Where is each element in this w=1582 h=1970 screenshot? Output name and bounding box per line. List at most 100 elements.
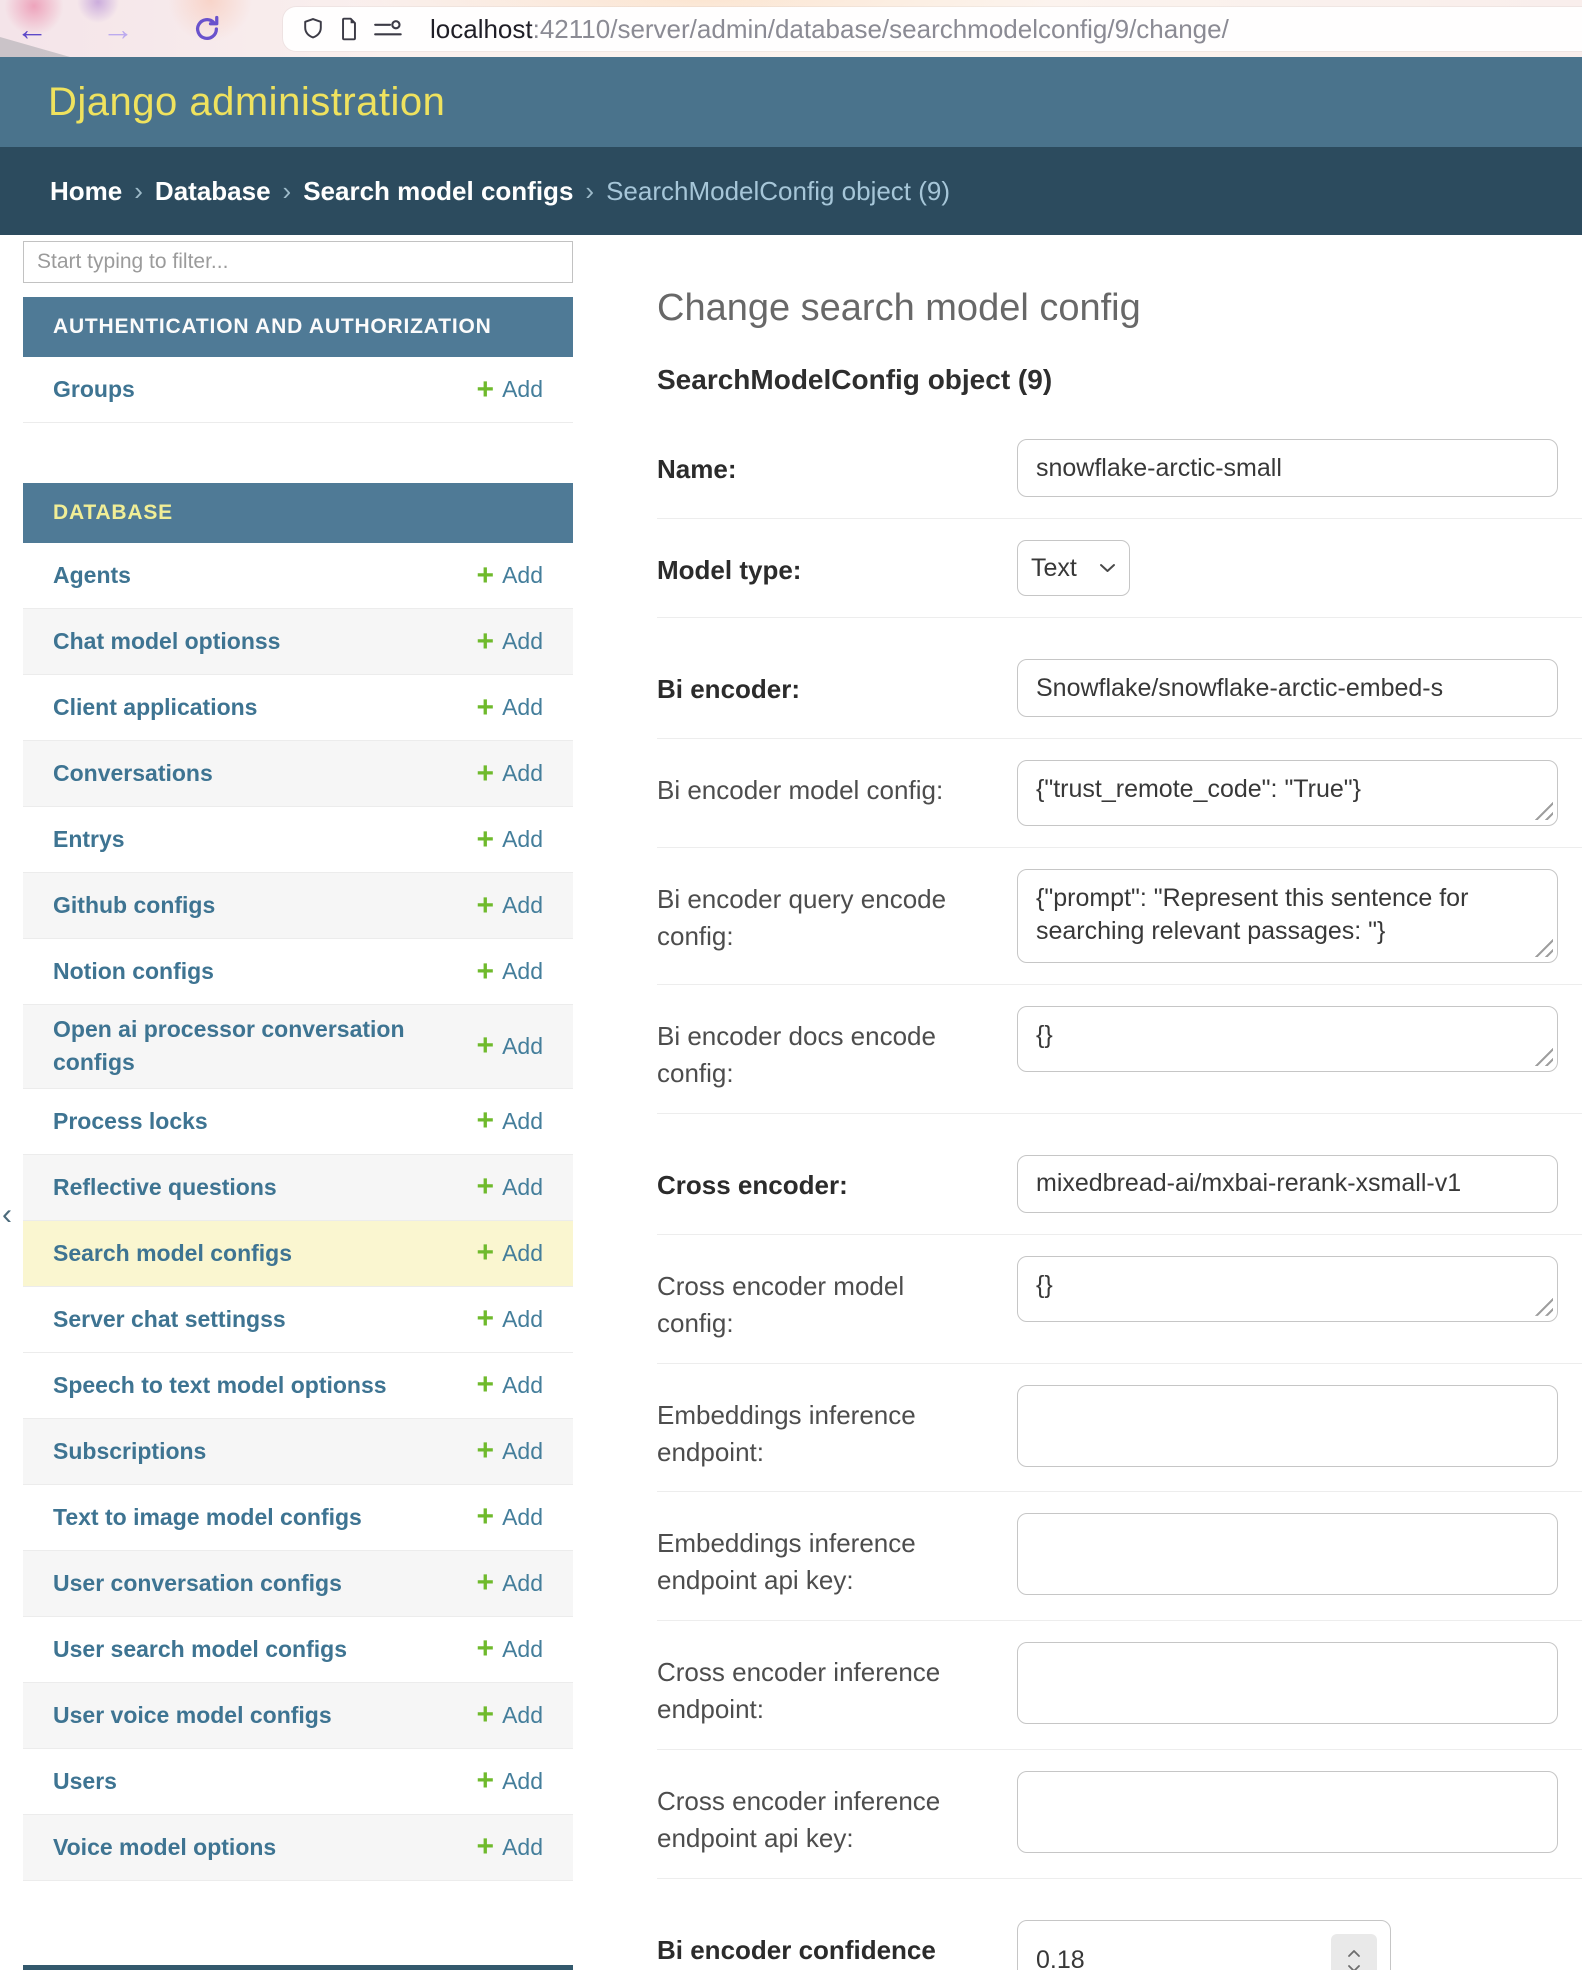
model-link[interactable]: User conversation configs <box>53 1569 342 1596</box>
textarea-input[interactable]: {"prompt": "Represent this sentence for … <box>1017 869 1558 963</box>
model-link[interactable]: Notion configs <box>53 957 214 984</box>
sidebar-item-process-locks[interactable]: Process locks + Add <box>23 1088 573 1155</box>
browser-back-button[interactable]: ← <box>16 10 48 47</box>
add-link[interactable]: + Add <box>477 1436 543 1466</box>
page-info-icon[interactable] <box>336 16 362 42</box>
sidebar-item-speech-to-text-model-optionss[interactable]: Speech to text model optionss + Add <box>23 1352 573 1419</box>
sidebar-item-notion-configs[interactable]: Notion configs + Add <box>23 939 573 1005</box>
select-dropdown[interactable]: Text <box>1017 540 1130 596</box>
text-input[interactable] <box>1017 1154 1558 1213</box>
model-link[interactable]: Agents <box>53 561 131 588</box>
add-link[interactable]: + Add <box>477 758 543 789</box>
add-link[interactable]: + Add <box>477 1634 543 1664</box>
add-link[interactable]: + Add <box>477 1502 543 1532</box>
sidebar-item-server-chat-settingss[interactable]: Server chat settingss + Add <box>23 1286 573 1353</box>
sidebar-toggle[interactable]: ‹ <box>2 1198 12 1231</box>
model-link[interactable]: Client applications <box>53 693 258 720</box>
breadcrumb-search-model-configs[interactable]: Search model configs <box>303 175 574 206</box>
breadcrumb-database[interactable]: Database <box>154 175 271 206</box>
model-link[interactable]: Process locks <box>53 1107 208 1134</box>
site-title[interactable]: Django administration <box>48 79 446 124</box>
model-link[interactable]: Server chat settingss <box>53 1305 286 1332</box>
add-link[interactable]: + Add <box>477 560 543 591</box>
sidebar-item-text-to-image-model-configs[interactable]: Text to image model configs + Add <box>23 1484 573 1551</box>
textarea-input[interactable]: {} <box>1017 1255 1558 1322</box>
sidebar-item-chat-model-optionss[interactable]: Chat model optionss + Add <box>23 609 573 675</box>
add-link[interactable]: + Add <box>477 1832 543 1862</box>
add-link[interactable]: + Add <box>477 374 543 405</box>
model-link[interactable]: Open ai processor conversation configs <box>53 1016 405 1076</box>
add-label: Add <box>502 1437 543 1464</box>
number-input[interactable]: 0.18 <box>1017 1919 1391 1970</box>
add-link[interactable]: + Add <box>477 890 543 921</box>
add-link[interactable]: + Add <box>477 692 543 723</box>
add-link[interactable]: + Add <box>477 1172 543 1202</box>
add-link[interactable]: + Add <box>477 1568 543 1598</box>
text-input[interactable] <box>1017 439 1558 497</box>
add-link[interactable]: + Add <box>477 1238 543 1268</box>
shield-icon[interactable] <box>300 16 326 42</box>
sidebar-item-user-voice-model-configs[interactable]: User voice model configs + Add <box>23 1682 573 1749</box>
model-link[interactable]: Conversations <box>53 759 213 786</box>
text-input[interactable] <box>1017 1384 1558 1467</box>
model-link[interactable]: Entrys <box>53 825 125 852</box>
add-link[interactable]: + Add <box>477 1304 543 1334</box>
add-link[interactable]: + Add <box>477 1700 543 1730</box>
model-link[interactable]: Users <box>53 1767 117 1794</box>
breadcrumb-home[interactable]: Home <box>50 175 123 206</box>
model-link[interactable]: Speech to text model optionss <box>53 1371 387 1398</box>
sidebar-item-search-model-configs[interactable]: Search model configs + Add <box>23 1220 573 1287</box>
model-link[interactable]: Search model configs <box>53 1239 293 1266</box>
field-row-bi-encoder-model-config: Bi encoder model config: {"trust_remote_… <box>657 739 1582 848</box>
sidebar-item-voice-model-options[interactable]: Voice model options + Add <box>23 1814 573 1881</box>
browser-reload-icon[interactable] <box>192 14 222 44</box>
model-link[interactable]: Chat model optionss <box>53 627 281 654</box>
add-label: Add <box>502 694 543 720</box>
field-widget <box>1017 1154 1582 1213</box>
model-link[interactable]: User voice model configs <box>53 1701 332 1728</box>
sidebar-item-user-conversation-configs[interactable]: User conversation configs + Add <box>23 1550 573 1617</box>
spinner-down-icon[interactable] <box>1347 1964 1361 1970</box>
add-link[interactable]: + Add <box>477 956 543 987</box>
add-link[interactable]: + Add <box>477 1031 543 1061</box>
sidebar-item-client-applications[interactable]: Client applications + Add <box>23 675 573 741</box>
sidebar-item-users[interactable]: Users + Add <box>23 1748 573 1815</box>
sidebar-item-entrys[interactable]: Entrys + Add <box>23 807 573 873</box>
sidebar-filter-input[interactable] <box>23 241 573 283</box>
model-link[interactable]: Subscriptions <box>53 1437 207 1464</box>
sidebar-item-reflective-questions[interactable]: Reflective questions + Add <box>23 1154 573 1221</box>
model-link[interactable]: Voice model options <box>53 1833 277 1860</box>
field-label: Bi encoder docs encode config: <box>657 1021 936 1088</box>
add-label: Add <box>502 1239 543 1266</box>
sidebar-item-groups[interactable]: Groups + Add <box>23 357 573 423</box>
textarea-input[interactable]: {} <box>1017 1006 1558 1072</box>
sidebar-item-open-ai-processor-conversation-configs[interactable]: Open ai processor conversation configs +… <box>23 1005 573 1089</box>
add-link[interactable]: + Add <box>477 1106 543 1136</box>
spinner-up-icon[interactable] <box>1347 1949 1361 1958</box>
model-link[interactable]: Github configs <box>53 891 216 918</box>
textarea-input[interactable]: {"trust_remote_code": "True"} <box>1017 760 1558 826</box>
module-caption-database[interactable]: DATABASE <box>23 483 573 543</box>
sidebar-item-conversations[interactable]: Conversations + Add <box>23 741 573 807</box>
model-link[interactable]: Groups <box>53 375 135 402</box>
sidebar-item-github-configs[interactable]: Github configs + Add <box>23 873 573 939</box>
text-input[interactable] <box>1017 659 1558 717</box>
sidebar-item-agents[interactable]: Agents + Add <box>23 543 573 609</box>
browser-forward-button[interactable]: → <box>102 10 134 47</box>
add-link[interactable]: + Add <box>477 1766 543 1796</box>
add-link[interactable]: + Add <box>477 626 543 657</box>
add-link[interactable]: + Add <box>477 1370 543 1400</box>
text-input[interactable] <box>1017 1513 1558 1596</box>
sidebar-item-subscriptions[interactable]: Subscriptions + Add <box>23 1418 573 1485</box>
number-spinner[interactable] <box>1331 1933 1377 1970</box>
text-input[interactable] <box>1017 1642 1558 1725</box>
module-caption-auth[interactable]: AUTHENTICATION AND AUTHORIZATION <box>23 297 573 357</box>
model-link[interactable]: User search model configs <box>53 1635 347 1662</box>
add-link[interactable]: + Add <box>477 824 543 855</box>
text-input[interactable] <box>1017 1771 1558 1854</box>
model-link[interactable]: Text to image model configs <box>53 1503 362 1530</box>
permissions-icon[interactable] <box>372 16 406 42</box>
url-bar[interactable]: localhost:42110/server/admin/database/se… <box>283 7 1582 51</box>
model-link[interactable]: Reflective questions <box>53 1173 277 1200</box>
sidebar-item-user-search-model-configs[interactable]: User search model configs + Add <box>23 1616 573 1683</box>
